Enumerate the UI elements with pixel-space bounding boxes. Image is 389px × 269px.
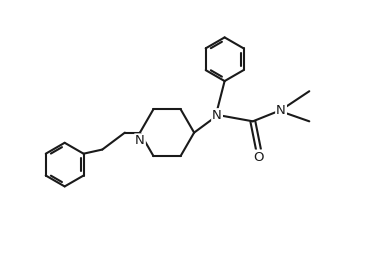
Text: N: N	[135, 134, 145, 147]
Text: N: N	[276, 104, 286, 116]
Text: O: O	[253, 151, 264, 164]
Text: N: N	[212, 109, 222, 122]
